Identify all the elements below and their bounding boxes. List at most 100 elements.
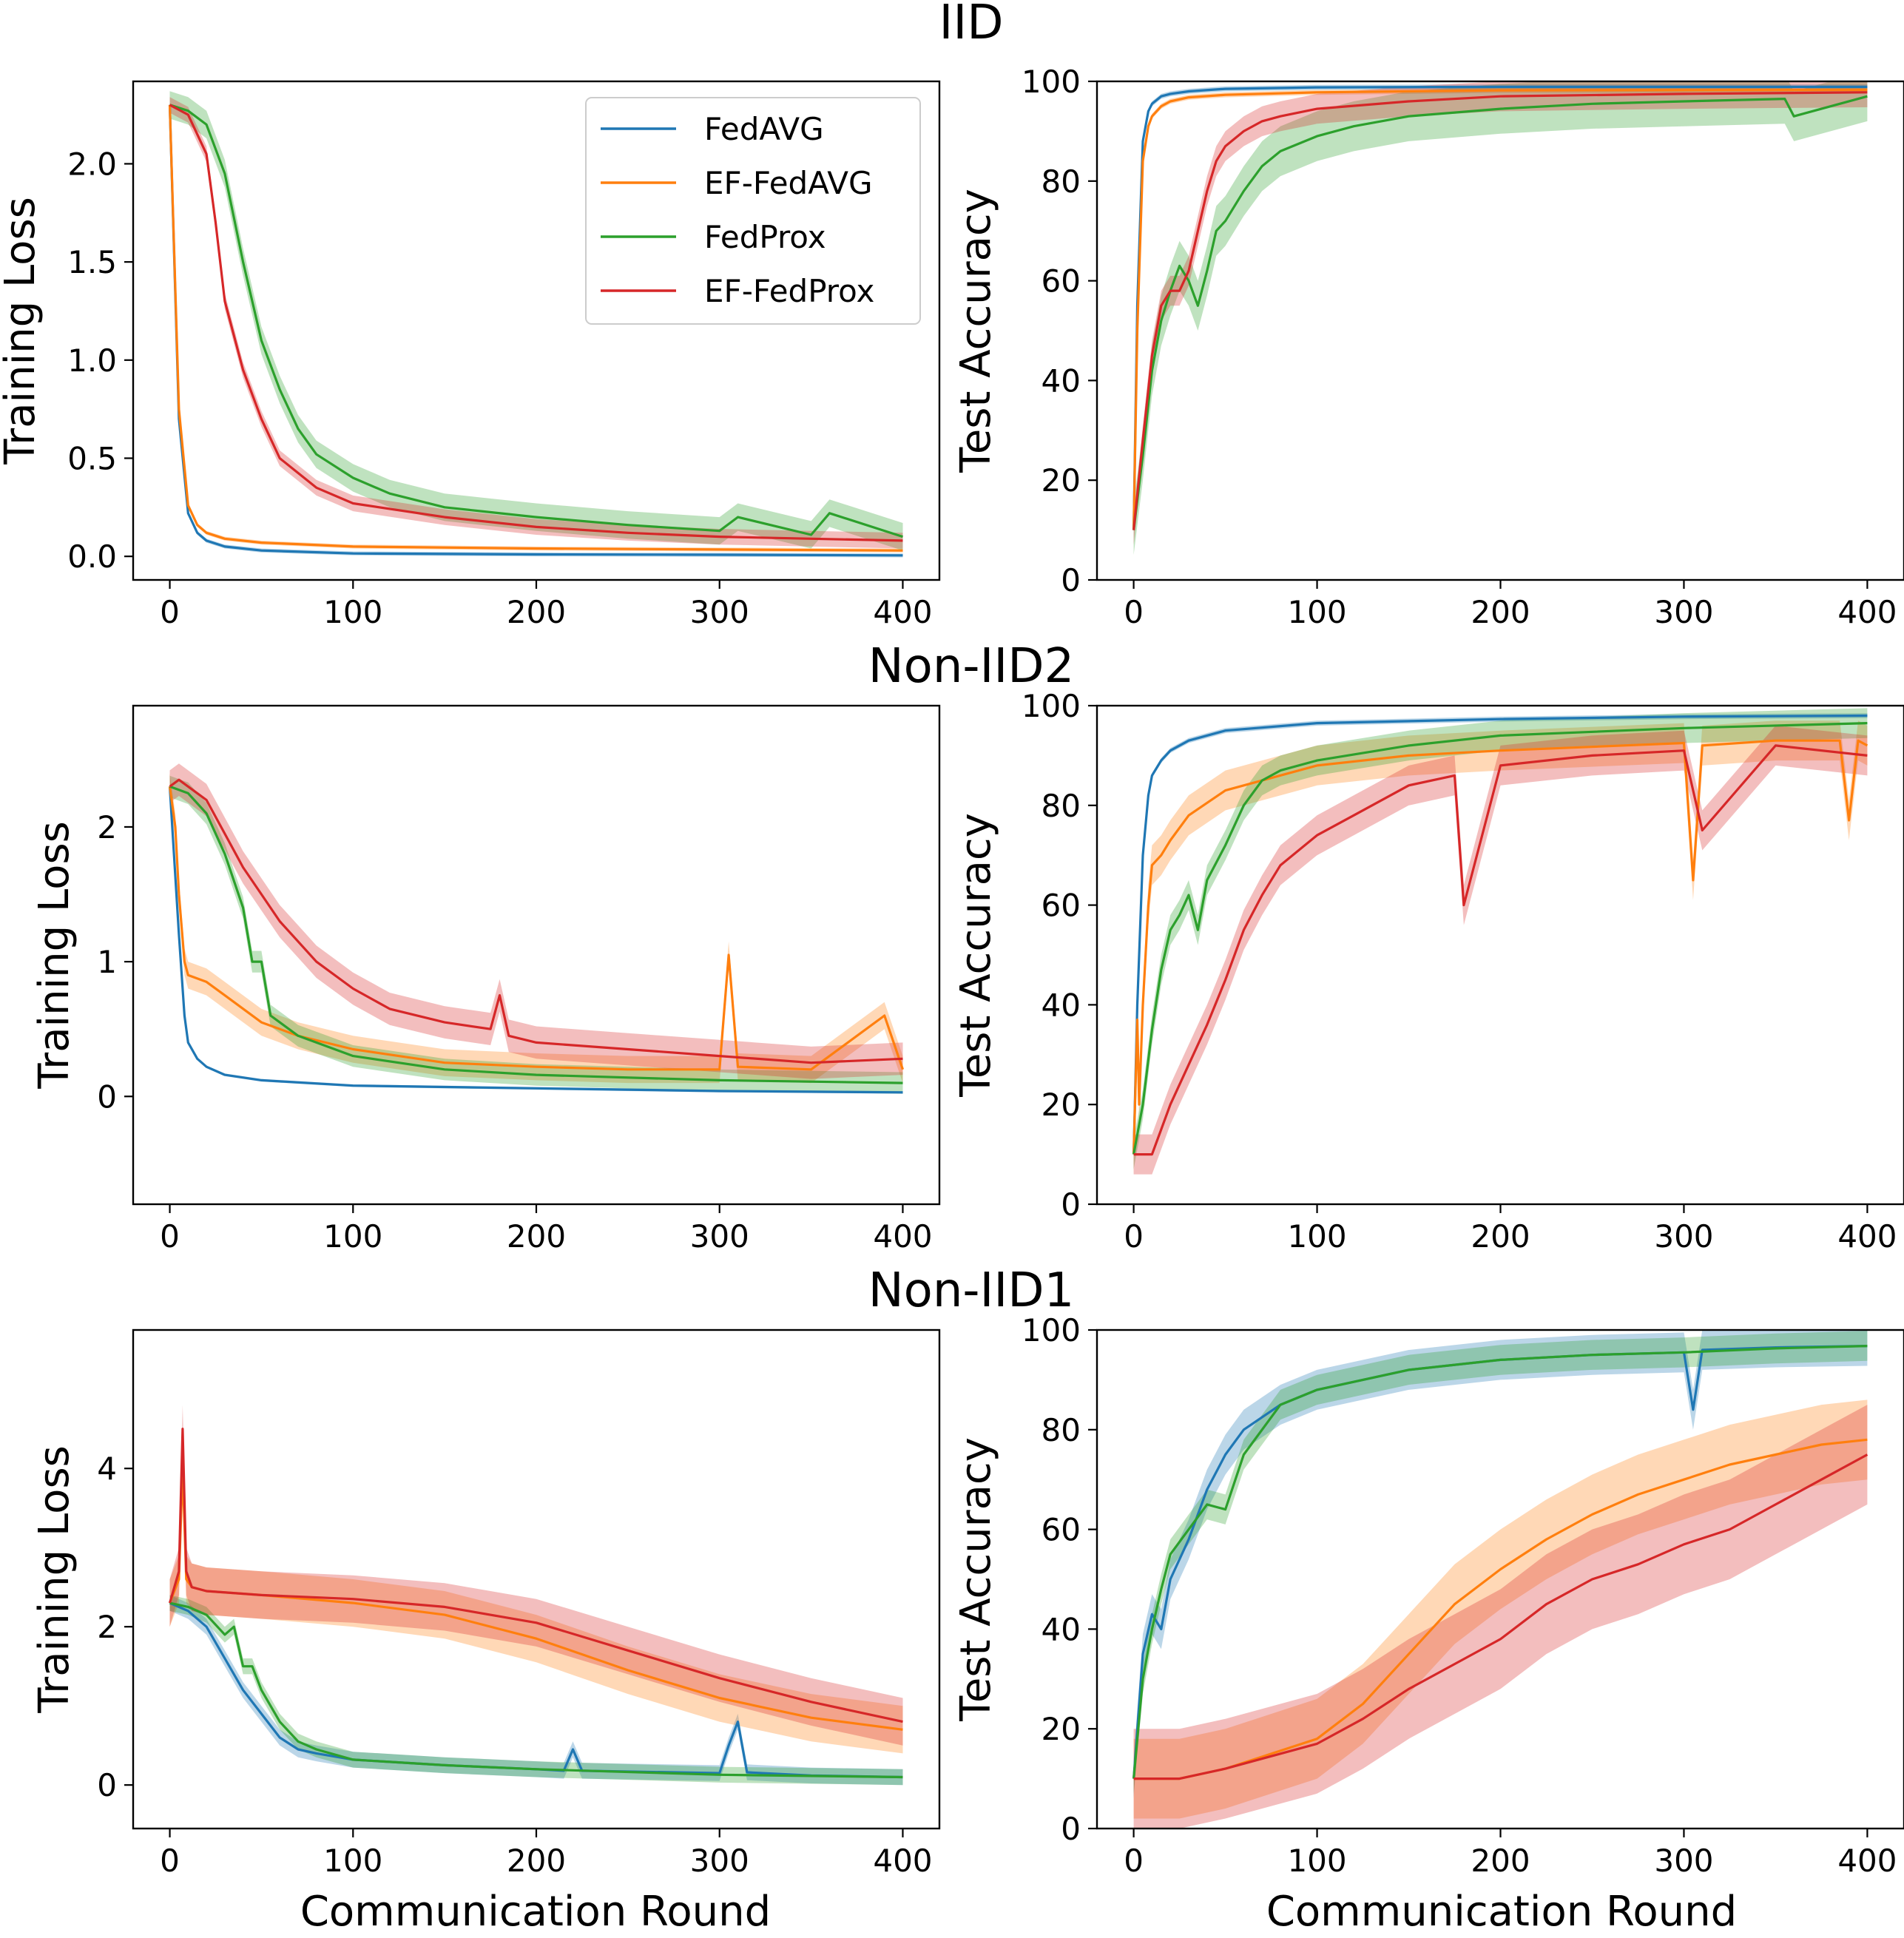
y-tick-label: 4 [97, 1451, 117, 1487]
x-tick-label: 300 [1654, 594, 1713, 630]
x-tick-label: 200 [1471, 1218, 1530, 1255]
y-tick-label: 0 [1061, 1186, 1081, 1223]
y-axis-label: Test Accuracy [952, 813, 1000, 1098]
y-tick-label: 0.0 [67, 538, 117, 575]
series-line-ef-fedprox [1133, 1454, 1868, 1780]
series-line-ef-fedprox [169, 778, 903, 1064]
x-tick-label: 0 [160, 1218, 180, 1255]
panel-non-iid2-training-loss: 0 100 200 300 400 0 1 2 Training Loss [30, 704, 941, 1255]
x-tick-label: 200 [507, 1218, 566, 1255]
row-title-non-iid1: Non-IID1 [868, 1263, 1074, 1318]
y-tick-label: 60 [1042, 888, 1081, 924]
legend-label-fedavg: FedAVG [704, 111, 824, 147]
series-line-fedavg [1132, 85, 1868, 530]
y-tick-label: 0 [97, 1767, 117, 1803]
plot-area [168, 763, 905, 1094]
y-tick-label: 2.0 [67, 146, 117, 182]
legend-box [585, 97, 921, 325]
x-tick-label: 0 [160, 594, 180, 630]
band-ef-fedavg [169, 1445, 903, 1754]
series-line-fedprox [169, 785, 903, 1084]
band-ef-fedprox [1133, 1405, 1868, 1829]
band-ef-fedavg [1133, 1400, 1868, 1819]
x-tick-label: 300 [1654, 1843, 1713, 1879]
x-tick-label: 200 [507, 594, 566, 630]
x-tick-label: 300 [690, 1218, 749, 1255]
x-tick-label: 400 [873, 594, 932, 630]
series-line-ef-fedavg [168, 104, 903, 552]
x-tick-label: 100 [323, 1218, 382, 1255]
y-tick-label: 100 [1022, 1312, 1081, 1348]
x-tick-label: 100 [323, 1843, 382, 1879]
plot-area [1132, 1330, 1868, 1829]
x-tick-label: 0 [1124, 594, 1144, 630]
y-tick-label: 20 [1042, 462, 1081, 499]
y-tick-label: 60 [1042, 1512, 1081, 1548]
y-tick-label: 20 [1042, 1711, 1081, 1747]
series-line-ef-fedprox [1133, 744, 1868, 1156]
series-line-ef-fedavg [1132, 88, 1868, 530]
x-tick-label: 400 [1837, 594, 1897, 630]
y-tick-label: 0 [97, 1078, 117, 1115]
band-ef-fedprox [1133, 81, 1868, 545]
series-line-ef-fedavg [168, 786, 905, 1071]
y-tick-label: 0.5 [67, 440, 117, 476]
y-tick-label: 40 [1042, 987, 1081, 1023]
y-tick-label: 80 [1042, 163, 1081, 200]
x-tick-label: 100 [1287, 1218, 1346, 1255]
y-axis-label: Training Loss [30, 821, 78, 1090]
y-tick-label: 20 [1042, 1087, 1081, 1123]
x-tick-label: 400 [1837, 1843, 1897, 1879]
y-tick-label: 0 [1061, 1811, 1081, 1847]
plot-area [1132, 708, 1868, 1175]
series-line-ef-fedprox [1132, 91, 1868, 530]
y-tick-label: 0 [1061, 562, 1081, 598]
y-tick-label: 100 [1022, 64, 1081, 100]
y-tick-label: 1 [97, 944, 117, 980]
band-ef-fedavg [169, 773, 903, 1084]
band-ef-fedprox [169, 1405, 903, 1746]
x-tick-label: 0 [1124, 1218, 1144, 1255]
y-tick-label: 40 [1042, 1611, 1081, 1647]
panel-non-iid2-test-accuracy: 0 100 200 300 400 0 20 40 60 80 100 Test Accuracy [952, 688, 1904, 1255]
series-line-fedprox [1132, 722, 1868, 1155]
plot-area [168, 91, 903, 558]
y-axis-label: Test Accuracy [952, 1437, 1000, 1722]
series-line-ef-fedavg [1133, 1438, 1868, 1780]
x-tick-label: 0 [1124, 1843, 1144, 1879]
row-title-iid: IID [939, 0, 1003, 50]
series-line-fedprox [1132, 1345, 1868, 1779]
x-tick-label: 200 [507, 1843, 566, 1879]
series-line-ef-fedprox [168, 1428, 903, 1723]
y-tick-label: 100 [1022, 688, 1081, 724]
y-tick-label: 40 [1042, 362, 1081, 399]
panel-non-iid1-training-loss: 0 100 200 300 400 0 2 4 Training Loss [30, 1328, 941, 1879]
y-tick-label: 80 [1042, 1412, 1081, 1448]
panel-iid-test-accuracy: 0 100 200 300 400 0 20 40 60 80 100 Test Accuracy [952, 64, 1904, 630]
x-tick-label: 400 [1837, 1218, 1897, 1255]
panel-non-iid1-test-accuracy: 0 100 200 300 400 0 20 40 60 80 100 Test Accuracy [952, 1312, 1904, 1879]
x-tick-label: 200 [1471, 1843, 1530, 1879]
plot-area [168, 1405, 903, 1786]
x-tick-label: 300 [1654, 1218, 1713, 1255]
series-line-ef-fedavg [1132, 739, 1868, 1155]
x-tick-label: 100 [323, 594, 382, 630]
plot-area [1132, 81, 1868, 556]
y-tick-label: 1.5 [67, 244, 117, 280]
y-tick-label: 80 [1042, 788, 1081, 824]
series-line-fedavg [1132, 714, 1868, 1155]
x-tick-label: 400 [873, 1843, 932, 1879]
series-line-ef-fedprox [169, 104, 903, 542]
y-tick-label: 60 [1042, 263, 1081, 300]
y-axis-label: Training Loss [0, 197, 44, 465]
series-line-fedprox [169, 1601, 903, 1779]
series-line-fedprox [169, 104, 903, 538]
band-fedprox [169, 91, 903, 551]
y-axis-label: Test Accuracy [952, 189, 1000, 473]
y-tick-label: 2 [97, 809, 117, 845]
band-ef-fedavg [1133, 87, 1868, 533]
legend-label-ef-fedavg: EF-FedAVG [704, 165, 873, 201]
y-tick-label: 2 [97, 1609, 117, 1645]
x-axis-label-right: Communication Round [1266, 1888, 1737, 1936]
